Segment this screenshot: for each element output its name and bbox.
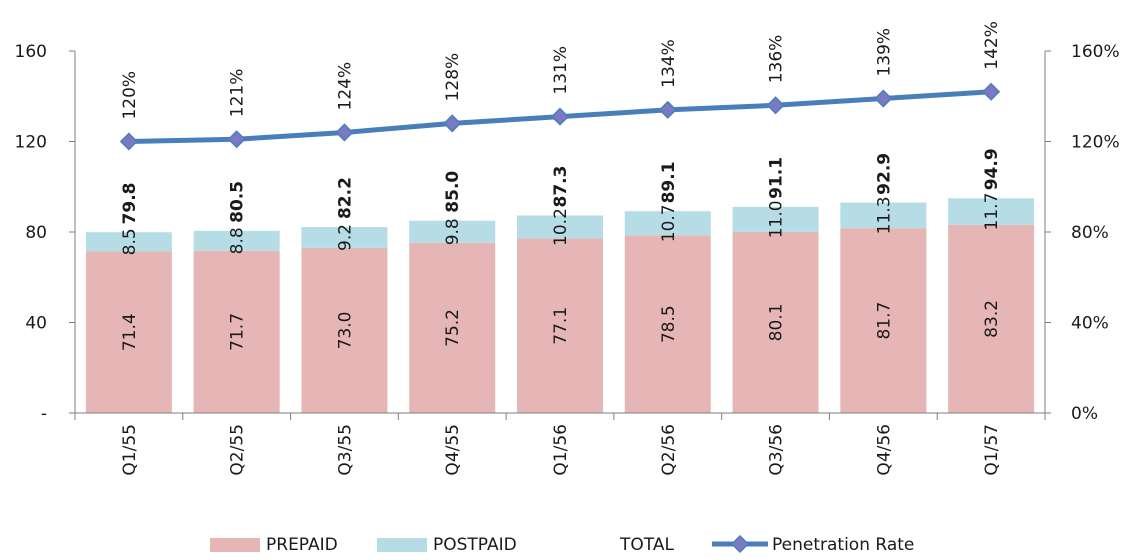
y-right-tick-label: 40% [1071,314,1109,334]
x-tick-label: Q2/56 [659,424,679,476]
x-tick-label: Q3/55 [335,424,355,476]
data-label-total: 79.8 [120,182,140,224]
bar-postpaid [624,211,711,236]
y-right-tick-label: 0% [1071,404,1098,424]
bar-postpaid [948,198,1035,225]
data-label-prepaid: 77.1 [551,307,571,345]
bar-prepaid [301,247,388,413]
marker-penetration-rate [766,96,785,115]
data-label-postpaid: 8.5 [120,228,140,255]
data-label-total: 91.1 [767,157,787,199]
marker-penetration-rate [227,130,246,149]
data-label-postpaid: 9.8 [443,218,463,245]
data-label-total: 80.5 [228,181,248,223]
data-label-postpaid: 11.3 [874,196,894,234]
legend-marker-penetration [730,534,750,554]
data-label-penetration: 131% [551,46,571,95]
data-label-prepaid: 71.7 [228,313,248,351]
bar-prepaid [409,242,496,413]
data-label-penetration: 142% [982,21,1002,70]
data-label-penetration: 134% [659,39,679,88]
data-label-prepaid: 83.2 [982,300,1002,338]
data-label-prepaid: 75.2 [443,309,463,347]
data-label-penetration: 120% [120,71,140,120]
legend-label-total: TOTAL [619,535,674,555]
data-label-postpaid: 10.2 [551,208,571,246]
y-right-tick-label: 80% [1071,223,1109,243]
data-label-postpaid: 11.7 [982,193,1002,231]
bar-prepaid [517,238,603,413]
x-tick-label: Q3/56 [767,424,787,476]
marker-penetration-rate [335,123,354,142]
bar-postpaid [409,220,496,243]
y-right-tick-label: 120% [1071,133,1120,153]
x-tick-label: Q4/56 [874,424,894,476]
x-tick-label: Q2/55 [228,424,248,476]
y-left-tick-label: - [41,404,47,424]
marker-penetration-rate [982,82,1001,101]
x-tick-label: Q4/55 [443,424,463,476]
y-left-tick-label: 160 [15,42,47,62]
data-label-prepaid: 78.5 [659,305,679,343]
bar-postpaid [732,206,819,232]
marker-penetration-rate [658,100,677,119]
legend-label-postpaid: POSTPAID [433,535,517,555]
data-label-penetration: 128% [443,53,463,102]
data-label-total: 92.9 [874,153,894,195]
bar-prepaid [193,250,280,413]
data-label-total: 87.3 [551,166,571,208]
bar-postpaid [301,227,388,248]
data-label-postpaid: 10.7 [659,204,679,242]
marker-penetration-rate [119,132,138,151]
data-label-penetration: 136% [767,35,787,84]
x-tick-label: Q1/55 [120,424,140,476]
marker-penetration-rate [874,89,893,108]
bar-prepaid [948,224,1035,413]
bar-postpaid [840,202,927,229]
marker-penetration-rate [443,114,462,133]
bar-prepaid [624,235,711,413]
bar-prepaid [85,251,172,413]
data-label-prepaid: 71.4 [120,313,140,351]
y-left-tick-label: 40 [25,314,47,334]
data-label-penetration: 139% [874,28,894,77]
data-label-total: 85.0 [443,171,463,213]
data-label-prepaid: 80.1 [767,303,787,341]
data-label-penetration: 121% [228,69,248,118]
legend-swatch-prepaid [210,538,260,552]
x-tick-label: Q1/57 [982,424,1002,476]
bar-postpaid [193,230,280,251]
bar-prepaid [840,228,927,413]
y-right-tick-label: 160% [1071,42,1120,62]
data-label-prepaid: 81.7 [874,302,894,340]
bar-prepaid [732,231,819,413]
y-left-tick-label: 120 [15,133,47,153]
data-label-total: 89.1 [659,161,679,203]
data-label-penetration: 124% [335,62,355,111]
bar-postpaid [85,232,172,252]
marker-penetration-rate [550,107,570,126]
data-label-prepaid: 73.0 [335,311,355,349]
y-left-tick-label: 80 [25,223,47,243]
data-label-total: 82.2 [335,177,355,219]
bar-postpaid [517,215,603,239]
data-label-postpaid: 11.0 [767,200,787,238]
legend-label-penetration: Penetration Rate [772,535,914,555]
legend-label-prepaid: PREPAID [266,535,338,555]
data-label-postpaid: 8.8 [228,227,248,254]
x-tick-label: Q1/56 [551,424,571,476]
legend-swatch-postpaid [377,538,427,552]
data-label-postpaid: 9.2 [335,224,355,251]
data-label-total: 94.9 [982,148,1002,190]
